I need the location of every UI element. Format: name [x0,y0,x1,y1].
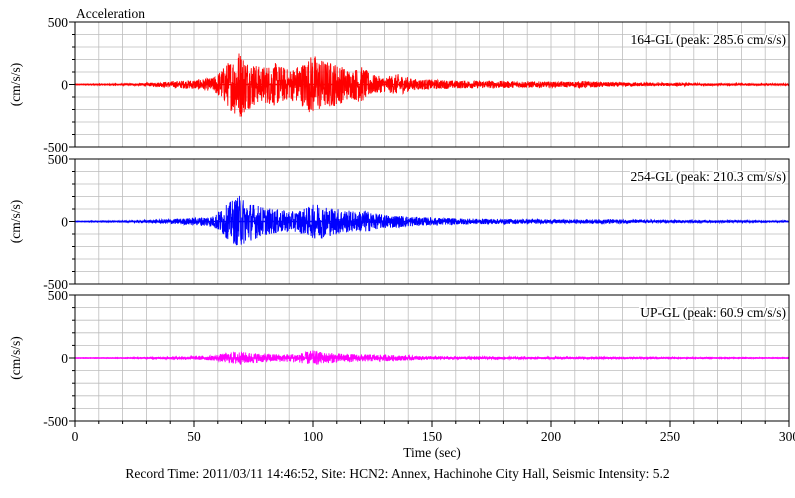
x-axis-label: Time (sec) [403,445,461,460]
chart-title: Acceleration [76,6,145,21]
y-tick-label: 500 [48,288,69,303]
x-tick-label: 150 [422,429,443,444]
y-tick-label: -500 [43,277,68,292]
x-tick-label: 200 [541,429,562,444]
x-tick-label: 0 [72,429,79,444]
peak-annotation: UP-GL (peak: 60.9 cm/s/s) [640,305,786,320]
x-tick-label: 50 [187,429,201,444]
y-tick-label: -500 [43,414,68,429]
y-tick-label: -500 [43,140,68,155]
y-tick-label: 500 [48,15,69,30]
x-tick-label: 250 [660,429,681,444]
record-caption: Record Time: 2011/03/11 14:46:52, Site: … [125,466,670,481]
peak-annotation: 164-GL (peak: 285.6 cm/s/s) [631,32,786,47]
x-tick-label: 300 [779,429,795,444]
y-axis-label: (cm/s/s) [8,200,23,244]
y-tick-label: 0 [61,78,68,93]
y-tick-label: 0 [61,351,68,366]
x-tick-label: 100 [303,429,324,444]
y-axis-label: (cm/s/s) [8,63,23,107]
peak-annotation: 254-GL (peak: 210.3 cm/s/s) [631,169,786,184]
y-axis-label: (cm/s/s) [8,336,23,380]
y-tick-label: 500 [48,152,69,167]
y-tick-label: 0 [61,215,68,230]
